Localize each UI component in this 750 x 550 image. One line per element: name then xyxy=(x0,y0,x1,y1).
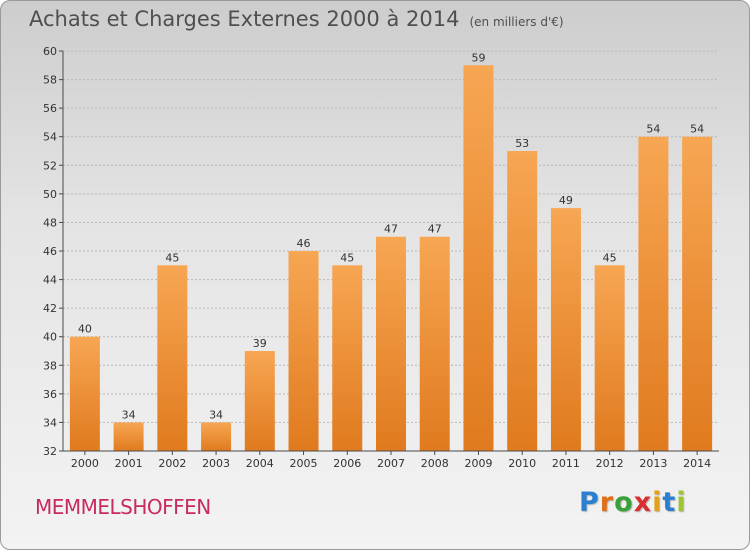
logo-letter: i xyxy=(652,487,663,518)
bar xyxy=(113,422,144,451)
bar-value-label: 46 xyxy=(297,237,311,250)
bar-value-label: 49 xyxy=(559,194,573,207)
bar xyxy=(201,422,232,451)
bar xyxy=(463,65,494,452)
y-tick-label: 34 xyxy=(43,416,57,429)
logo-letter: t xyxy=(662,487,677,518)
bar-value-label: 34 xyxy=(209,408,223,421)
y-tick-label: 50 xyxy=(43,188,57,201)
proxiti-logo: Proxiti xyxy=(579,487,687,518)
x-tick-label: 2000 xyxy=(71,457,99,470)
bar-value-label: 54 xyxy=(646,123,660,136)
bar-value-label: 45 xyxy=(165,251,179,264)
x-tick-label: 2002 xyxy=(158,457,186,470)
y-tick-label: 52 xyxy=(43,159,57,172)
chart-title-text: Achats et Charges Externes 2000 à 2014 xyxy=(29,7,460,31)
axes: 32 34 36 38 40 42 44 46 48 50 52 54 56 58 60 2000 2001 20… xyxy=(43,45,719,470)
bar-value-label: 54 xyxy=(690,123,704,136)
x-tick-label: 2013 xyxy=(639,457,667,470)
logo-letter: P xyxy=(579,487,600,518)
x-tick-label: 2008 xyxy=(421,457,449,470)
commune-name: MEMMELSHOFFEN xyxy=(35,495,211,519)
y-tick-label: 42 xyxy=(43,302,57,315)
bar-value-label: 45 xyxy=(603,251,617,264)
bar xyxy=(594,265,625,451)
bar xyxy=(507,151,538,451)
bar xyxy=(376,236,406,451)
x-tick-label: 2012 xyxy=(596,457,624,470)
x-tick-label: 2009 xyxy=(464,457,492,470)
bar xyxy=(682,136,713,451)
logo-letter: x xyxy=(633,487,653,518)
x-tick-label: 2006 xyxy=(333,457,361,470)
logo-letter: r xyxy=(599,487,615,518)
bar-value-label: 34 xyxy=(122,408,136,421)
x-tick-label: 2011 xyxy=(552,457,580,470)
bars: 40 34 45 34 39 46 45 47 47 59 53 49 45 54 54 xyxy=(69,51,713,452)
y-tick-label: 54 xyxy=(43,131,57,144)
bar xyxy=(244,351,275,451)
y-tick-label: 38 xyxy=(43,359,57,372)
chart-title: Achats et Charges Externes 2000 à 2014 (e… xyxy=(29,7,564,31)
x-tick-label: 2005 xyxy=(290,457,318,470)
bar xyxy=(69,336,100,451)
bar-value-label: 39 xyxy=(253,337,267,350)
bar xyxy=(638,136,669,451)
y-tick-label: 32 xyxy=(43,445,57,458)
bar-value-label: 53 xyxy=(515,137,529,150)
y-tick-label: 46 xyxy=(43,245,57,258)
logo-letter: o xyxy=(614,487,634,518)
bar xyxy=(419,236,450,451)
x-tick-label: 2001 xyxy=(115,457,143,470)
x-tick-label: 2014 xyxy=(683,457,711,470)
x-tick-label: 2007 xyxy=(377,457,405,470)
x-tick-label: 2010 xyxy=(508,457,536,470)
bar-value-label: 40 xyxy=(78,323,92,336)
bar xyxy=(550,208,581,451)
y-tick-label: 36 xyxy=(43,388,57,401)
x-tick-label: 2004 xyxy=(246,457,274,470)
bar xyxy=(332,265,363,451)
bar-value-label: 47 xyxy=(428,223,442,236)
y-tick-label: 60 xyxy=(43,45,57,58)
y-tick-label: 56 xyxy=(43,102,57,115)
logo-letter: i xyxy=(676,487,687,518)
bar-value-label: 47 xyxy=(384,223,398,236)
chart-unit: (en milliers d'€) xyxy=(469,15,564,29)
y-tick-label: 44 xyxy=(43,274,57,287)
x-tick-label: 2003 xyxy=(202,457,230,470)
bar-value-label: 45 xyxy=(340,251,354,264)
bar xyxy=(288,251,319,451)
bar xyxy=(157,265,188,451)
y-tick-label: 40 xyxy=(43,331,57,344)
y-tick-label: 48 xyxy=(43,216,57,229)
bar-value-label: 59 xyxy=(471,51,485,64)
y-tick-label: 58 xyxy=(43,74,57,87)
